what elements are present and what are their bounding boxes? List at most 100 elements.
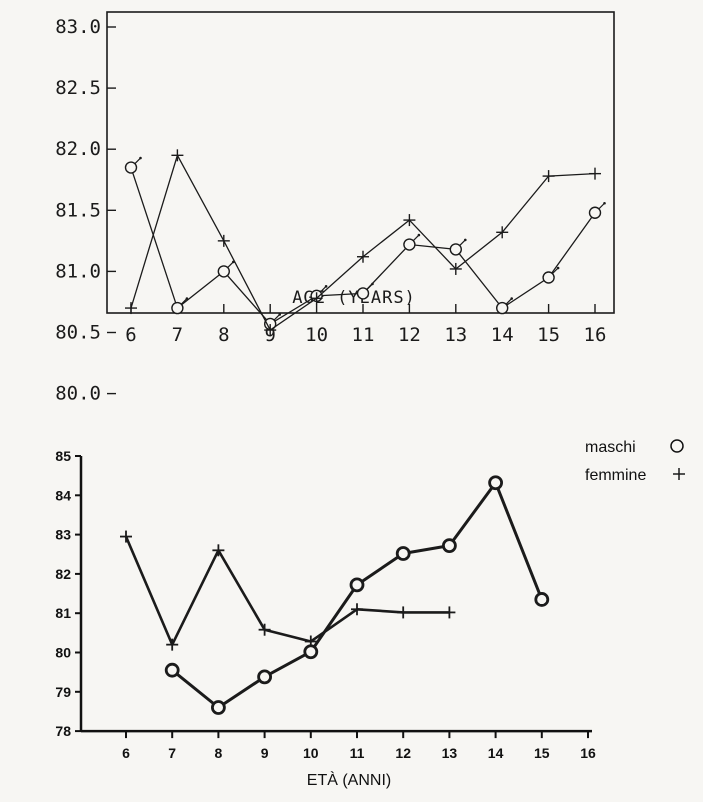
y-tick-label: 80.0: [55, 383, 101, 400]
femmine-plus-marker: [166, 638, 179, 651]
x-tick-label: 6: [125, 324, 136, 346]
male-symbol-arrow: [505, 298, 512, 305]
male-symbol-arrow: [134, 158, 141, 164]
legend: maschi femmine: [585, 439, 685, 484]
circle-marker: [217, 265, 231, 278]
x-tick-label: 6: [122, 745, 130, 761]
circle-marker: [542, 271, 555, 284]
chart-top-age-years: 83.082.582.081.581.080.580.079.579.078.5…: [55, 11, 615, 400]
male-symbol-arrow: [459, 239, 466, 246]
plus-marker: [125, 302, 137, 315]
x-tick-label: 10: [305, 324, 328, 346]
plus-marker: [310, 292, 323, 305]
x-tick-label: 8: [218, 324, 229, 346]
circle-male-marker: [171, 297, 189, 315]
male-symbol-tip: [464, 238, 467, 242]
y-tick-label: 81.0: [55, 260, 101, 282]
male-symbol-tip: [371, 282, 374, 286]
x-tick-label: 12: [398, 324, 421, 346]
x-tick-label: 11: [352, 324, 375, 346]
y-tick-label: 81.5: [55, 199, 101, 221]
circle-marker: [124, 161, 138, 174]
y-tick-label: 78: [55, 723, 71, 739]
male-symbol-arrow: [227, 261, 234, 268]
maschi-circle-marker: [164, 662, 180, 678]
maschi-circle-marker: [488, 475, 504, 491]
circle-marker: [171, 301, 184, 315]
male-symbol-tip: [185, 297, 189, 300]
plus-marker: [589, 167, 601, 180]
x-tick-label: 8: [215, 745, 223, 761]
y-tick-label: 82.5: [55, 77, 101, 99]
maschi-circle-marker: [349, 577, 365, 593]
legend-label-maschi: maschi: [585, 439, 636, 456]
circle-male-marker: [124, 156, 142, 174]
circle-marker: [356, 287, 370, 300]
x-tick-label: 16: [580, 745, 596, 761]
legend-plus-marker: [673, 468, 685, 480]
circle-marker: [403, 238, 416, 251]
x-tick-label: 7: [168, 745, 176, 761]
male-symbol-tip: [417, 233, 421, 237]
femmine-plus-marker: [351, 603, 363, 616]
x-tick-label: 14: [488, 745, 504, 761]
y-tick-label: 82.0: [55, 138, 101, 160]
x-axis-label: ETÀ (ANNI): [307, 770, 391, 789]
y-tick-label: 83.0: [55, 16, 101, 38]
x-tick-label: 15: [537, 324, 560, 346]
male-symbol-arrow: [273, 314, 280, 321]
y-tick-label: 80: [55, 645, 71, 661]
femmine-plus-marker: [397, 606, 410, 619]
x-tick-label: 11: [350, 745, 365, 761]
plus-marker: [264, 324, 277, 337]
male-symbol-tip: [139, 156, 142, 160]
maschi-circle-marker: [441, 538, 457, 554]
male-symbol-tip: [603, 201, 606, 205]
plot-frame: [106, 11, 615, 314]
male-symbol-arrow: [320, 286, 327, 293]
male-symbol-arrow: [412, 235, 419, 241]
male-symbol-tip: [324, 285, 328, 288]
y-tick-label: 85: [55, 448, 71, 464]
plus-marker: [217, 234, 230, 247]
y-tick-label: 79: [55, 684, 71, 700]
male-symbol-tip: [510, 297, 513, 300]
plus-marker: [542, 170, 555, 183]
femmine-plus-marker: [258, 623, 271, 636]
femmine-plus-marker: [443, 606, 456, 619]
male-symbol-arrow: [552, 268, 559, 274]
x-tick-label: 13: [442, 745, 458, 761]
y-tick-label: 84: [55, 487, 71, 503]
maschi-circle-marker: [534, 592, 550, 607]
x-tick-label: 14: [491, 324, 514, 346]
x-tick-label: 9: [261, 745, 269, 761]
y-tick-label: 82: [55, 566, 71, 582]
femmine-plus-marker: [120, 530, 132, 543]
circle-male-marker: [403, 233, 421, 251]
maschi-circle-marker: [303, 644, 319, 660]
plus-marker: [357, 250, 369, 263]
circle-male-marker: [217, 260, 235, 278]
femmine-plus-marker: [212, 544, 225, 557]
x-tick-label: 15: [534, 745, 550, 761]
legend-label-femmine: femmine: [585, 467, 646, 484]
y-tick-label: 80.5: [55, 322, 101, 344]
plus-marker: [496, 226, 509, 239]
circle-male-marker: [264, 313, 282, 331]
maschi-circle-marker: [395, 546, 411, 561]
series-maschi-line: [171, 481, 544, 710]
y-tick-label: 81: [55, 605, 71, 621]
plus-marker: [449, 262, 462, 275]
maschi-circle-marker: [210, 700, 226, 715]
x-tick-label: 12: [395, 745, 411, 761]
x-tick-label: 7: [172, 324, 183, 346]
circle-marker: [449, 243, 462, 256]
circle-male-marker: [356, 282, 374, 300]
circle-male-marker: [496, 297, 513, 315]
male-symbol-tip: [556, 266, 560, 270]
male-symbol-arrow: [180, 298, 187, 305]
y-tick-label: 83: [55, 527, 71, 543]
circle-male-marker: [588, 201, 606, 219]
male-symbol-arrow: [598, 203, 605, 210]
